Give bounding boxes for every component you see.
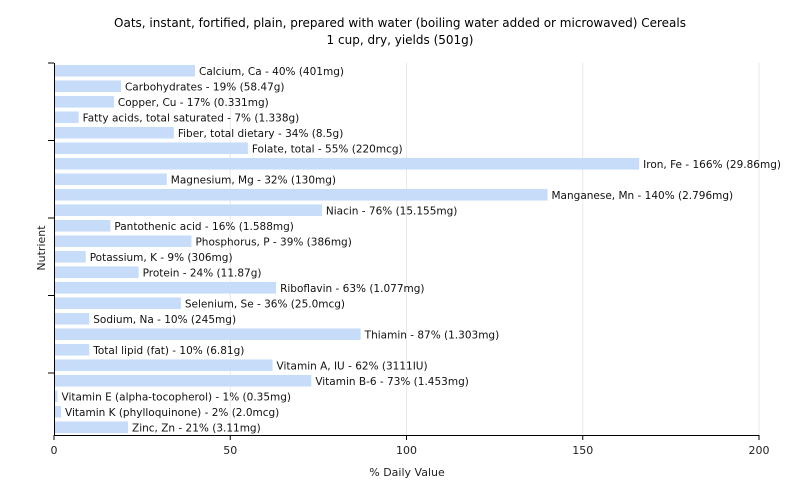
bar-label: Potassium, K - 9% (306mg) — [90, 252, 233, 264]
bar — [55, 235, 192, 248]
bar — [55, 390, 58, 403]
bar-label: Copper, Cu - 17% (0.331mg) — [118, 97, 269, 109]
bar-label: Vitamin B-6 - 73% (1.453mg) — [315, 376, 469, 388]
x-tick-label: 0 — [51, 444, 58, 457]
bar-label: Selenium, Se - 36% (25.0mcg) — [185, 298, 345, 310]
bar — [55, 312, 90, 325]
bar — [55, 204, 322, 217]
bar-label: Carbohydrates - 19% (58.47g) — [125, 81, 285, 93]
bar-label: Iron, Fe - 166% (29.86mg) — [643, 159, 781, 171]
bar — [55, 297, 181, 310]
x-tick-label: 50 — [223, 444, 237, 457]
bar — [55, 266, 139, 279]
bar — [55, 111, 79, 124]
bar — [55, 219, 111, 232]
x-tick-label: 100 — [396, 444, 417, 457]
chart-title: Oats, instant, fortified, plain, prepare… — [114, 16, 686, 30]
bar — [55, 64, 195, 77]
bar — [55, 328, 361, 341]
bar — [55, 374, 312, 387]
bar-label: Niacin - 76% (15.155mg) — [326, 205, 458, 217]
bars: Calcium, Ca - 40% (401mg) Carbohydrates -… — [55, 64, 781, 434]
chart-title-block: Oats, instant, fortified, plain, prepare… — [0, 15, 800, 49]
grid-lines — [229, 63, 760, 435]
bar-label: Sodium, Na - 10% (245mg) — [93, 314, 236, 326]
bar-label: Protein - 24% (11.87g) — [143, 267, 262, 279]
bar — [55, 173, 167, 186]
bar-label: Manganese, Mn - 140% (2.796mg) — [552, 190, 734, 202]
bar-label: Fatty acids, total saturated - 7% (1.338… — [83, 112, 300, 124]
bar — [55, 80, 121, 93]
bar-label: Vitamin K (phylloquinone) - 2% (2.0mcg) — [65, 407, 279, 419]
chart-subtitle: 1 cup, dry, yields (501g) — [326, 33, 474, 47]
bar-label: Calcium, Ca - 40% (401mg) — [199, 66, 344, 78]
bar — [55, 95, 114, 108]
bar — [55, 359, 273, 372]
bar — [55, 405, 62, 418]
bar-label: Thiamin - 87% (1.303mg) — [364, 329, 500, 341]
bar — [55, 157, 640, 170]
x-tick-label: 150 — [572, 444, 593, 457]
bar-label: Folate, total - 55% (220mcg) — [252, 143, 403, 155]
bar-label: Phosphorus, P - 39% (386mg) — [195, 236, 351, 248]
bar — [55, 421, 129, 434]
bar — [55, 126, 174, 139]
bar — [55, 250, 86, 263]
x-axis-title: % Daily Value — [369, 466, 445, 479]
bar-label: Pantothenic acid - 16% (1.588mg) — [114, 221, 293, 233]
x-tick-label: 200 — [749, 444, 770, 457]
y-axis-title: Nutrient — [35, 225, 48, 271]
bar-label: Total lipid (fat) - 10% (6.81g) — [92, 345, 244, 357]
bar — [55, 188, 548, 201]
bar-label: Riboflavin - 63% (1.077mg) — [280, 283, 424, 295]
axes: 0 50 100 150 200 — [48, 62, 770, 457]
bar-label: Zinc, Zn - 21% (3.11mg) — [132, 422, 261, 434]
bar-label: Vitamin E (alpha-tocopherol) - 1% (0.35m… — [62, 391, 291, 403]
bar-label: Vitamin A, IU - 62% (3111IU) — [277, 360, 428, 372]
bar-label: Magnesium, Mg - 32% (130mg) — [171, 174, 336, 186]
bar — [55, 142, 248, 155]
bar-label: Fiber, total dietary - 34% (8.5g) — [178, 128, 343, 140]
bar — [55, 281, 277, 294]
bar — [55, 343, 90, 356]
